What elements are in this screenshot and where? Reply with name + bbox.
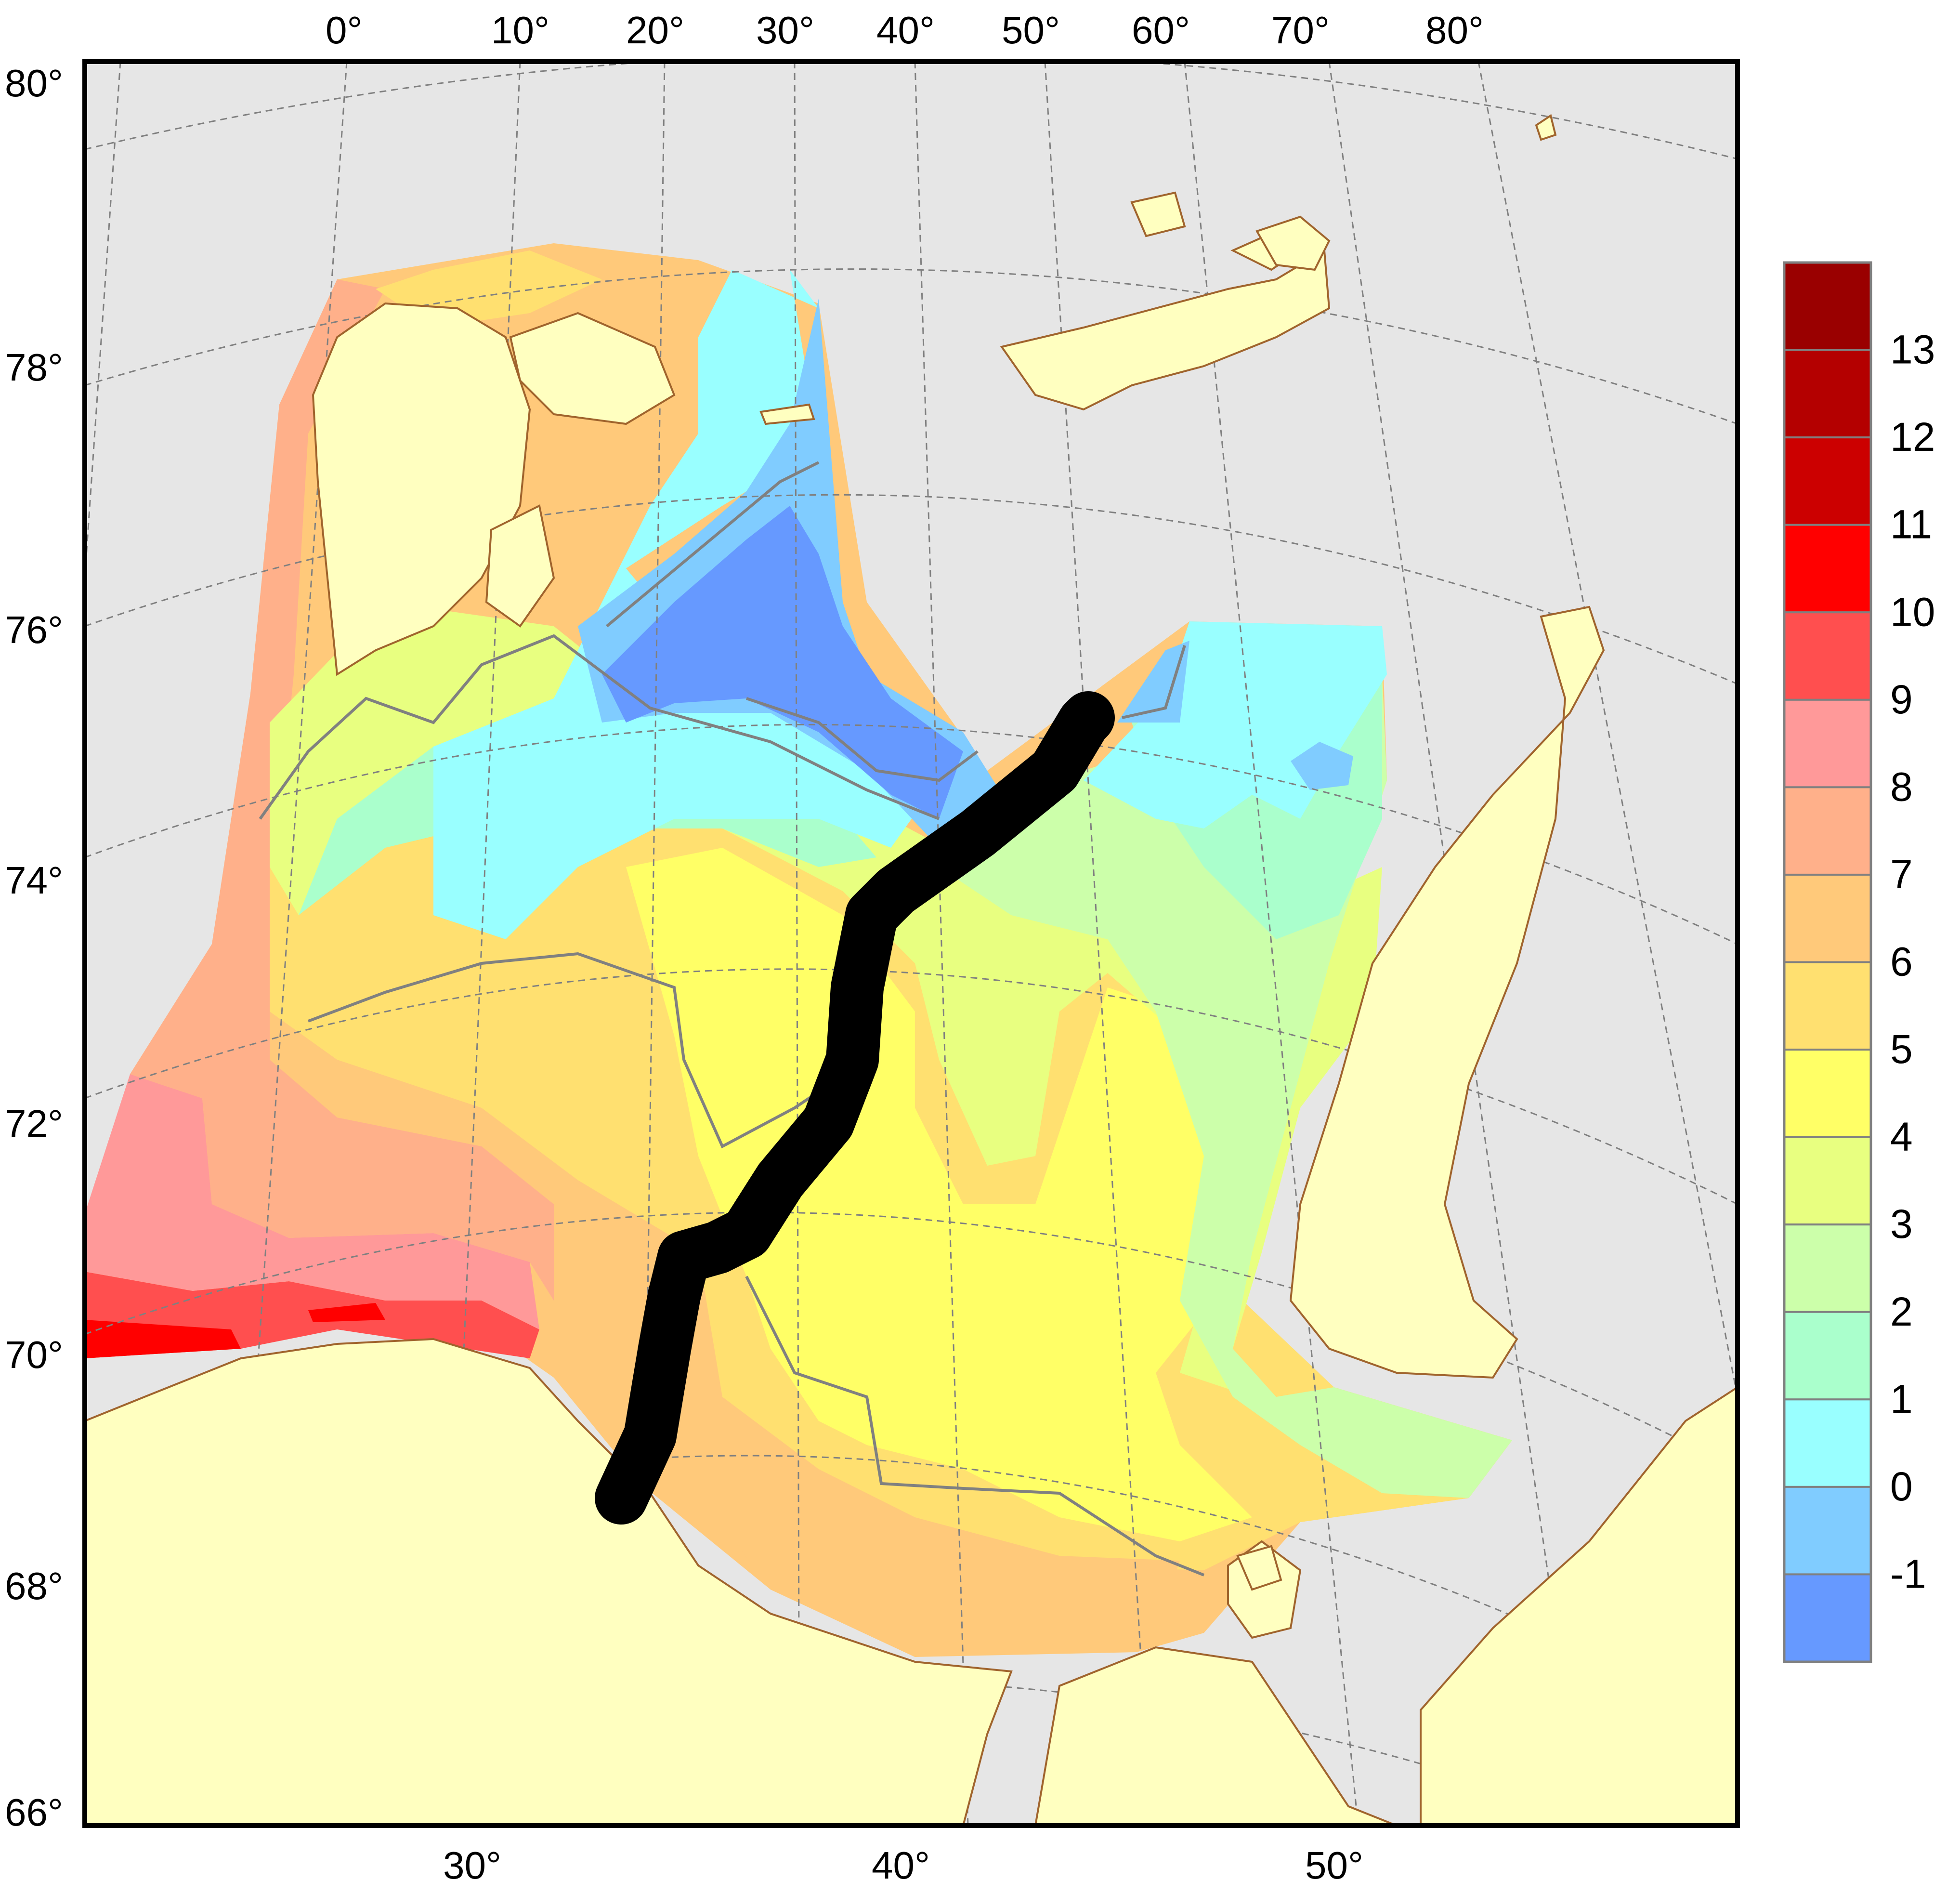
colorbar-label: 1 xyxy=(1890,1376,1913,1421)
tick-label: 70° xyxy=(5,1333,63,1376)
colorbar-swatch xyxy=(1783,1573,1872,1663)
svalbard-edgeoya xyxy=(485,504,555,628)
colorbar-label: 6 xyxy=(1890,939,1913,985)
colorbar-swatch xyxy=(1783,1311,1872,1401)
contour-line xyxy=(745,1275,1205,1577)
colorbar-swatch xyxy=(1783,611,1872,701)
mainland-russia-norway xyxy=(85,1338,1013,1826)
colorbar-label: 8 xyxy=(1890,764,1913,809)
tick-label: 10° xyxy=(491,9,549,52)
meridian xyxy=(1477,62,1738,1397)
colorbar-label: 10 xyxy=(1890,589,1935,634)
tick-label: 80° xyxy=(1425,9,1484,52)
zone-10-11b xyxy=(308,1303,385,1322)
colorbar-swatch xyxy=(1783,1485,1872,1576)
colorbar-swatch xyxy=(1783,436,1872,526)
tick-label: 50° xyxy=(1002,9,1060,52)
meridian xyxy=(85,62,121,578)
tick-label: 74° xyxy=(5,859,63,902)
colorbar-label: 5 xyxy=(1890,1026,1913,1072)
zone-2-3 xyxy=(939,674,1512,1498)
novaya-zemlya xyxy=(1289,605,1605,1379)
franz-josef-island xyxy=(1130,191,1186,237)
colorbar-border xyxy=(1783,261,1872,1663)
contour-line xyxy=(746,697,979,782)
zone-minus1-0-east2 xyxy=(1291,742,1353,790)
bottom-longitude-labels: 30° 40° 50° xyxy=(443,1844,1363,1887)
zone-minus1-0-east xyxy=(1117,641,1189,723)
parallel-78 xyxy=(85,268,1738,425)
tick-label: 40° xyxy=(872,1844,930,1887)
svalbard-nordaustlandet xyxy=(509,312,676,425)
colorbar-label: 9 xyxy=(1890,677,1913,722)
contour-line xyxy=(259,634,940,820)
tick-label: 0° xyxy=(326,9,362,52)
colorbar-swatch xyxy=(1783,1136,1872,1226)
tick-label: 20° xyxy=(626,9,684,52)
tick-label: 30° xyxy=(756,9,814,52)
colorbar-swatch xyxy=(1783,698,1872,789)
tick-label: 50° xyxy=(1305,1844,1363,1887)
colorbar-label: 0 xyxy=(1890,1464,1913,1509)
tick-label: 78° xyxy=(5,346,63,389)
zone-7-8 xyxy=(130,279,554,1301)
zone-10-11 xyxy=(85,1320,241,1358)
zone-4-5 xyxy=(626,848,1252,1541)
tick-label: 70° xyxy=(1271,9,1330,52)
small-island xyxy=(759,403,815,425)
colorbar-label: 12 xyxy=(1890,414,1935,460)
colorbar-swatch xyxy=(1783,961,1872,1051)
colorbar-label: 2 xyxy=(1890,1289,1913,1334)
contour-line xyxy=(307,952,868,1149)
colorbar-label: 3 xyxy=(1890,1201,1913,1247)
section-transect-line xyxy=(595,691,1115,1525)
tick-label: 40° xyxy=(876,9,935,52)
colorbar-swatch xyxy=(1783,786,1872,876)
colorbar-swatch xyxy=(1783,262,1872,351)
zone-6-7-south xyxy=(698,1397,1180,1657)
colorbar-label: -1 xyxy=(1890,1551,1926,1596)
tick-label: 76° xyxy=(5,608,63,651)
contour-line xyxy=(606,461,820,628)
kolguev-island xyxy=(1236,1545,1282,1591)
colorbar-swatch xyxy=(1783,1049,1872,1138)
small-island xyxy=(1535,114,1557,141)
tick-label: 72° xyxy=(5,1102,63,1145)
mainland-russia-east xyxy=(1034,1646,1397,1826)
land-masses xyxy=(85,114,1738,1826)
colorbar-swatch xyxy=(1783,1223,1872,1313)
tick-label: 80° xyxy=(5,62,63,105)
franz-josef-land xyxy=(1000,249,1331,411)
colorbar-label: 11 xyxy=(1890,502,1932,547)
colorbar-swatch xyxy=(1783,524,1872,614)
victoria-island xyxy=(1255,215,1331,271)
colorbar-label: 13 xyxy=(1890,327,1935,372)
zone-below-minus1 xyxy=(602,506,963,819)
zone-8-9 xyxy=(85,1074,539,1329)
contour-line xyxy=(1122,645,1186,719)
left-latitude-labels: 80° 78° 76° 74° 72° 70° 68° 66° xyxy=(5,62,63,1834)
top-longitude-labels: 0° 10° 20° 30° 40° 50° 60° 70° 80° xyxy=(326,9,1484,52)
colorbar-swatch xyxy=(1783,1398,1872,1488)
tick-label: 30° xyxy=(443,1844,501,1887)
contour-lines xyxy=(259,461,1205,1577)
parallel-72 xyxy=(85,968,1738,1205)
svalbard-spitsbergen xyxy=(312,302,531,676)
meridian xyxy=(794,62,800,1826)
tick-label: 66° xyxy=(5,1791,63,1834)
colorbar-label: 7 xyxy=(1890,852,1913,897)
colorbar-swatch xyxy=(1783,349,1872,439)
temperature-field xyxy=(85,243,1512,1657)
colorbar-label: 4 xyxy=(1890,1114,1913,1159)
tick-label: 68° xyxy=(5,1564,63,1607)
meridian xyxy=(914,62,969,1826)
tick-label: 60° xyxy=(1132,9,1190,52)
mainland-far-east xyxy=(1420,1386,1738,1826)
map-frame xyxy=(82,59,1740,1828)
colorbar-swatch xyxy=(1783,873,1872,963)
